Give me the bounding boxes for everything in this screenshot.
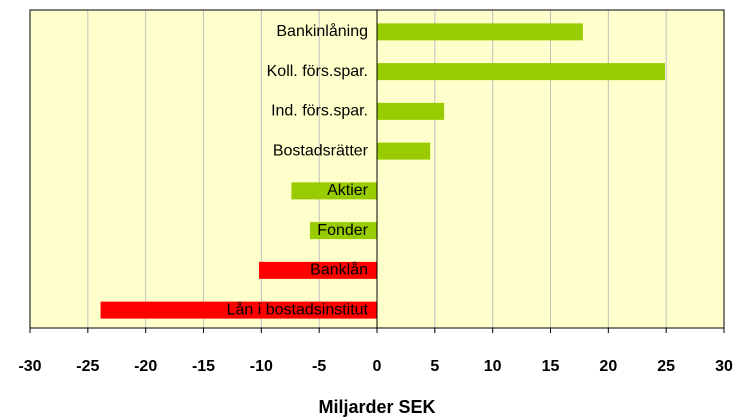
category-label: Fonder [317,222,368,239]
category-label: Bostadsrätter [273,142,369,159]
bar [309,222,377,240]
bar [377,63,666,81]
x-tick-label: 5 [430,358,439,375]
x-tick-label: -30 [18,358,41,375]
category-label: Koll. förs.spar. [267,63,368,80]
category-label: Lån i bostadsinstitut [227,300,369,318]
x-tick-label: 20 [599,358,617,375]
bar [291,182,377,200]
x-tick-label: 15 [542,358,560,375]
x-tick-label: -25 [76,358,99,375]
x-tick-label: 25 [657,358,675,375]
x-axis-title: Miljarder SEK [318,397,435,417]
plot-border [29,9,725,329]
category-label: Bankinlåning [276,22,368,40]
bar [100,301,377,319]
x-tick-label: 10 [484,358,502,375]
category-label: Banklån [310,261,368,279]
category-label: Ind. förs.spar. [271,103,368,120]
bar [377,23,583,41]
bar [377,102,445,120]
x-tick-label: 30 [715,358,733,375]
x-tick-label: -5 [312,358,326,375]
x-tick-label: -10 [250,358,273,375]
x-tick-label: -20 [134,358,157,375]
bar [259,261,377,279]
category-label: Aktier [327,182,369,199]
x-tick-label: -15 [192,358,215,375]
x-tick-label: 0 [373,358,382,375]
bar [377,142,431,160]
